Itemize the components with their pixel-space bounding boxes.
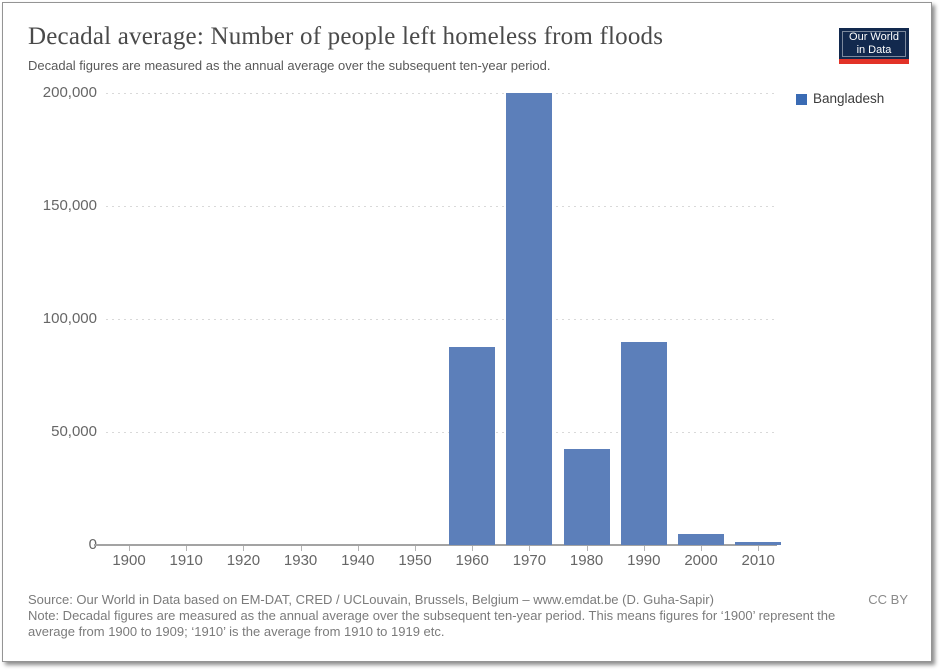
chart-title: Decadal average: Number of people left h… [28,23,664,50]
gridline [106,206,777,207]
x-tick-label: 1940 [341,552,375,569]
gridline [106,432,777,433]
owid-logo-inner-border [842,31,906,57]
license-link[interactable]: CC BY [868,592,908,607]
x-tick-label: 1900 [112,552,146,569]
bar-2000 [678,534,724,545]
chart-plot-area: 0 50,000 100,000 150,000 200,000 1900 1910 1920… [3,3,931,661]
x-axis-tick [586,546,588,551]
x-tick-label: 1960 [455,552,489,569]
y-tick-label: 50,000 [51,423,97,440]
x-tick-label: 1920 [226,552,261,569]
x-tick-label: 1970 [512,552,547,569]
x-axis-tick [529,546,531,551]
note-text: Note: Decadal figures are measured as th… [28,608,836,639]
x-axis-line [94,544,777,546]
x-axis-tick [701,546,702,551]
x-tick-label: 1930 [283,552,318,569]
y-tick-label: 100,000 [42,310,97,327]
chart-subtitle: Decadal figures are measured as the annu… [28,58,551,73]
x-axis-tick [357,546,359,551]
x-axis-tick [643,546,645,551]
bar-2010 [735,542,782,545]
x-axis-tick [415,546,416,551]
y-tick-label: 0 [88,536,97,553]
source-line: Source: Our World in Data based on EM-DA… [28,592,714,607]
x-tick-label: 2000 [684,552,718,569]
x-axis-tick [186,546,188,551]
y-tick-label: 200,000 [42,84,97,101]
x-tick-label: 1910 [169,552,203,569]
x-axis-tick [300,546,302,551]
x-tick-label: 2010 [741,552,775,569]
owid-logo-box [839,28,909,59]
legend-swatch-bangladesh [796,94,807,105]
chart-card: Decadal average: Number of people left h… [2,2,932,662]
bar-1990 [620,341,667,545]
x-axis-tick [243,546,245,551]
owid-logo-red-bar [839,59,909,64]
x-tick-label: 1980 [569,552,604,569]
x-axis-tick [472,546,474,551]
gridline [106,319,777,320]
bar-1970 [506,93,553,545]
owid-logo[interactable]: Our World in Data [839,28,909,64]
x-axis-tick [758,546,760,551]
y-tick-label: 150,000 [42,197,97,214]
legend-label-bangladesh: Bangladesh [813,91,885,106]
x-tick-label: 1990 [627,552,661,569]
x-axis-tick [129,546,130,551]
x-tick-label: 1950 [398,552,432,569]
bar-1960 [449,347,496,545]
owid-logo-text: Our World in Data [849,31,899,56]
bar-1980 [563,448,610,545]
gridline [106,93,777,94]
